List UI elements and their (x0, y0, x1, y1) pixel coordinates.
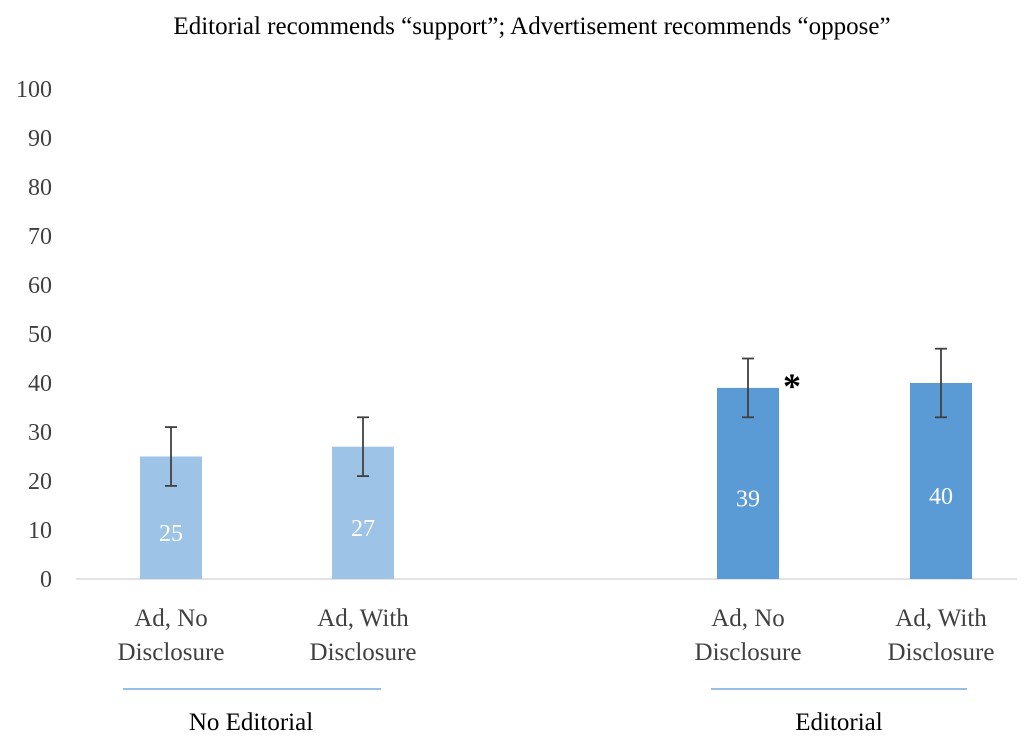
bar-data-label: 40 (929, 484, 953, 510)
y-tick-label: 10 (28, 518, 52, 544)
y-tick-label: 0 (40, 567, 52, 593)
y-axis-ticks: 0 10 20 30 40 50 60 70 80 90 100 (16, 77, 52, 593)
significance-marker: * (783, 366, 801, 406)
x-category-label: Ad, No (711, 605, 785, 632)
error-bar (935, 347, 947, 419)
chart-title: Editorial recommends “support”; Advertis… (173, 13, 890, 40)
bars: 25 27 39 * 40 (140, 347, 972, 579)
error-bar (742, 357, 754, 419)
x-category-label: Ad, No (134, 605, 208, 632)
x-category-label: Ad, With (895, 605, 987, 632)
x-category-label: Ad, With (317, 605, 409, 632)
group-labels: No Editorial Editorial (123, 688, 967, 736)
x-category-label: Disclosure (310, 639, 417, 666)
y-tick-label: 90 (28, 126, 52, 152)
bar (717, 387, 779, 579)
group-label: Editorial (795, 709, 883, 736)
error-bar (165, 426, 177, 487)
x-category-label: Disclosure (118, 639, 225, 666)
y-tick-label: 60 (28, 273, 52, 299)
bar-data-label: 39 (736, 486, 760, 512)
y-tick-label: 20 (28, 469, 52, 495)
y-tick-label: 70 (28, 224, 52, 250)
error-bar (357, 416, 369, 478)
group-label: No Editorial (189, 709, 313, 736)
y-tick-label: 80 (28, 175, 52, 201)
x-axis-category-labels: Ad, No Disclosure Ad, With Disclosure Ad, No… (118, 605, 995, 666)
y-tick-label: 30 (28, 420, 52, 446)
bar-data-label: 25 (159, 521, 183, 547)
x-category-label: Disclosure (695, 639, 802, 666)
y-tick-label: 40 (28, 371, 52, 397)
x-category-label: Disclosure (888, 639, 995, 666)
bar-data-label: 27 (351, 516, 375, 542)
y-tick-label: 50 (28, 322, 52, 348)
y-tick-label: 100 (16, 77, 52, 103)
